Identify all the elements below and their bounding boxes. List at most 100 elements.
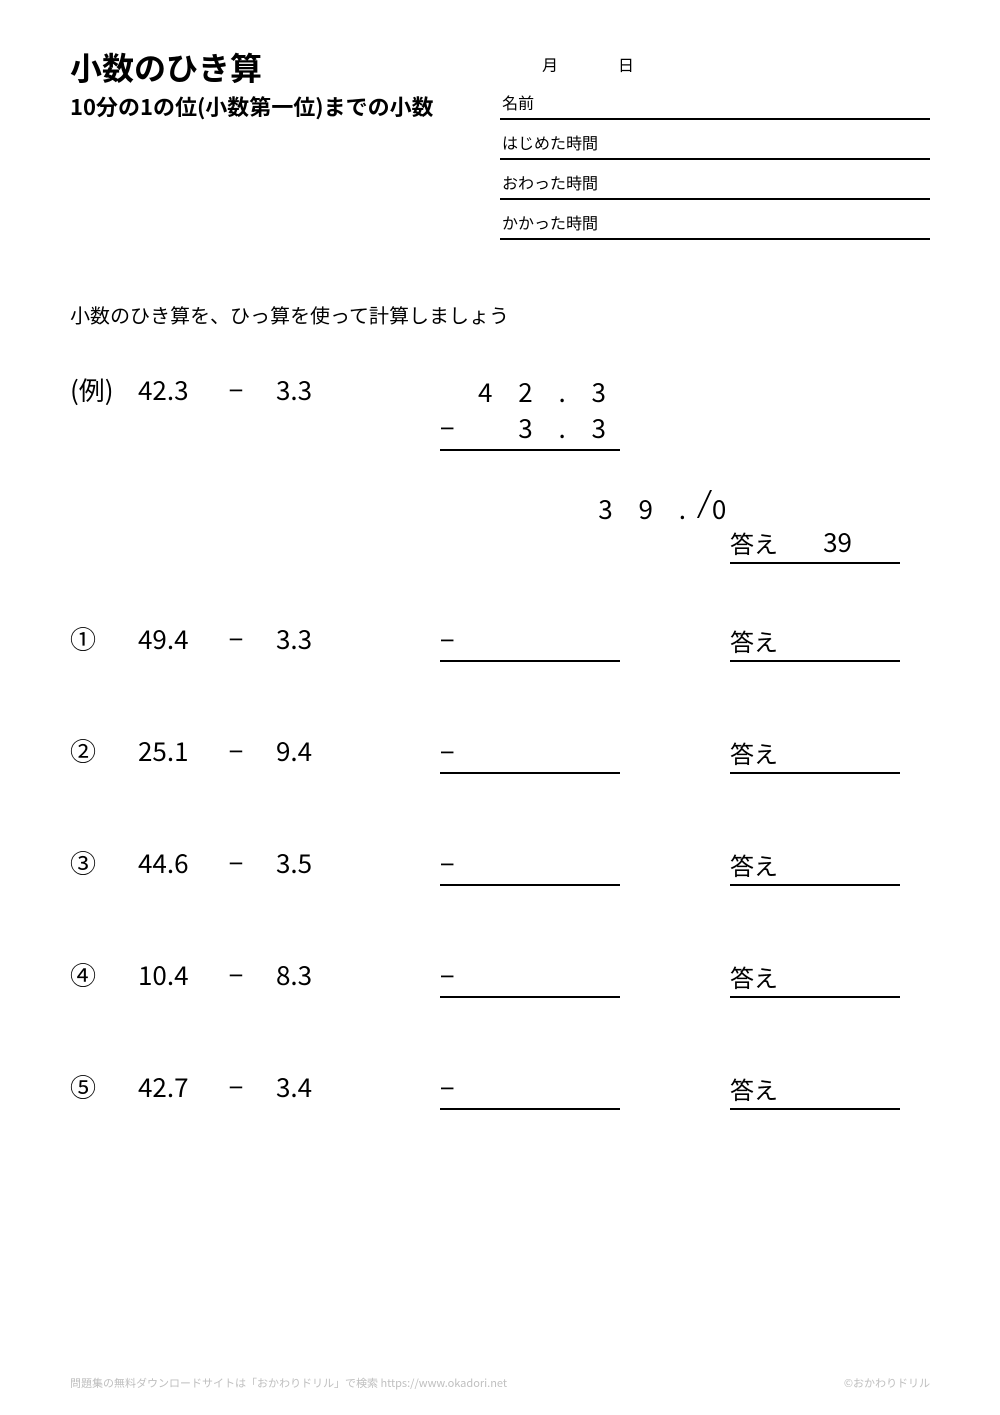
answer-area: 答え	[680, 732, 930, 774]
page-subtitle: 10分の1の位(小数第一位)までの小数	[70, 90, 500, 122]
answer-label: 答え	[730, 623, 778, 658]
answer-label: 答え	[730, 847, 778, 882]
example-label: (例)	[70, 371, 124, 408]
work-rule	[440, 996, 620, 998]
work-top-line: 4 2 . 3	[440, 373, 620, 409]
minus-sign: −	[222, 1068, 250, 1105]
day-label: 日	[618, 52, 634, 76]
minuend: 44.6	[138, 844, 208, 881]
problem-work: −	[380, 956, 680, 998]
problem-label: ③	[70, 844, 124, 881]
problem-row: ⑤ 42.7 − 3.4 − 答え	[70, 1068, 930, 1110]
example-answer-area: 答え 39	[680, 371, 930, 564]
problems-list: (例) 42.3 − 3.3 4 2 . 3 − 3 . 3 3 9 . 0	[70, 371, 930, 1110]
work-result: 3 9 . 0	[440, 453, 620, 564]
work-simple: −	[440, 734, 620, 774]
problem-label: ⑤	[70, 1068, 124, 1105]
work-rule	[440, 449, 620, 451]
answer-area: 答え	[680, 1068, 930, 1110]
date-line: 月 日	[500, 52, 930, 76]
end-label: おわった時間	[500, 170, 598, 198]
example-expression: (例) 42.3 − 3.3	[70, 371, 380, 564]
answer-label: 答え	[730, 1071, 778, 1106]
worksheet-page: 小数のひき算 10分の1の位(小数第一位)までの小数 月 日 名前 はじめた時間…	[0, 0, 1000, 1415]
work-rule	[440, 772, 620, 774]
subtrahend: 3.5	[264, 844, 324, 881]
answer: 答え	[730, 623, 900, 662]
work-simple: −	[440, 1070, 620, 1110]
work-row: −	[440, 1070, 620, 1106]
minuend: 10.4	[138, 956, 208, 993]
answer-label: 答え	[730, 735, 778, 770]
work-rule	[440, 884, 620, 886]
start-label: はじめた時間	[500, 130, 598, 158]
minus-sign: −	[222, 371, 250, 408]
problem-work: −	[380, 732, 680, 774]
answer-area: 答え	[680, 844, 930, 886]
problem-label: ④	[70, 956, 124, 993]
work-rule	[440, 660, 620, 662]
answer: 答え	[730, 735, 900, 774]
work-minus-sign: −	[440, 621, 470, 658]
answer: 答え	[730, 959, 900, 998]
elapsed-row: かかった時間	[500, 206, 930, 240]
work-simple: −	[440, 622, 620, 662]
work-rule	[440, 1108, 620, 1110]
minus-sign: −	[222, 844, 250, 881]
work-top-number: 4 2 . 3	[470, 373, 620, 410]
subtrahend: 3.4	[264, 1068, 324, 1105]
subtrahend: 3.3	[264, 620, 324, 657]
problem-expression: ⑤ 42.7 − 3.4	[70, 1068, 380, 1110]
struck-zero: 0	[712, 490, 736, 527]
answer-label: 答え	[730, 525, 778, 560]
problem-work: −	[380, 1068, 680, 1110]
footer: 問題集の無料ダウンロードサイトは「おかわりドリル」で検索 https://www…	[70, 1375, 930, 1391]
answer: 答え	[730, 847, 900, 886]
problem-work: −	[380, 620, 680, 662]
minus-sign: −	[222, 620, 250, 657]
work-sub-number: 3 . 3	[470, 409, 620, 446]
answer-area: 答え	[680, 620, 930, 662]
answer-value: 39	[802, 523, 852, 560]
problem-row: ④ 10.4 − 8.3 − 答え	[70, 956, 930, 998]
problem-row: ① 49.4 − 3.3 − 答え	[70, 620, 930, 662]
work-row: −	[440, 734, 620, 770]
start-row: はじめた時間	[500, 126, 930, 160]
work-row: −	[440, 846, 620, 882]
work-result-prefix: 3 9 .	[598, 490, 712, 527]
answer-label: 答え	[730, 959, 778, 994]
problem-expression: ③ 44.6 − 3.5	[70, 844, 380, 886]
info-block: 月 日 名前 はじめた時間 おわった時間 かかった時間	[500, 48, 930, 246]
instruction-text: 小数のひき算を、ひっ算を使って計算しましょう	[70, 300, 930, 329]
example-subtrahend: 3.3	[264, 371, 324, 408]
work-minus-sign: −	[440, 1069, 470, 1106]
example-minuend: 42.3	[138, 371, 208, 408]
work-sub-line: − 3 . 3	[440, 409, 620, 445]
minuend: 49.4	[138, 620, 208, 657]
minuend: 42.7	[138, 1068, 208, 1105]
problem-row: ② 25.1 − 9.4 − 答え	[70, 732, 930, 774]
minuend: 25.1	[138, 732, 208, 769]
work-minus-sign: −	[440, 845, 470, 882]
example-answer: 答え 39	[730, 523, 900, 564]
footer-left: 問題集の無料ダウンロードサイトは「おかわりドリル」で検索 https://www…	[70, 1375, 507, 1391]
end-row: おわった時間	[500, 166, 930, 200]
work-simple: −	[440, 846, 620, 886]
work-minus-sign: −	[440, 957, 470, 994]
work-minus-sign: −	[440, 733, 470, 770]
answer: 答え	[730, 1071, 900, 1110]
name-label: 名前	[500, 90, 534, 118]
problem-expression: ④ 10.4 − 8.3	[70, 956, 380, 998]
answer-area: 答え	[680, 956, 930, 998]
example-problem: (例) 42.3 − 3.3 4 2 . 3 − 3 . 3 3 9 . 0	[70, 371, 930, 564]
minus-sign: −	[222, 732, 250, 769]
header: 小数のひき算 10分の1の位(小数第一位)までの小数 月 日 名前 はじめた時間…	[70, 48, 930, 246]
subtrahend: 8.3	[264, 956, 324, 993]
work-simple: −	[440, 958, 620, 998]
footer-right: ©おかわりドリル	[844, 1375, 930, 1391]
work-minus-sign: −	[440, 409, 470, 446]
work-row: −	[440, 958, 620, 994]
name-row: 名前	[500, 86, 930, 120]
page-title: 小数のひき算	[70, 48, 500, 86]
subtrahend: 9.4	[264, 732, 324, 769]
